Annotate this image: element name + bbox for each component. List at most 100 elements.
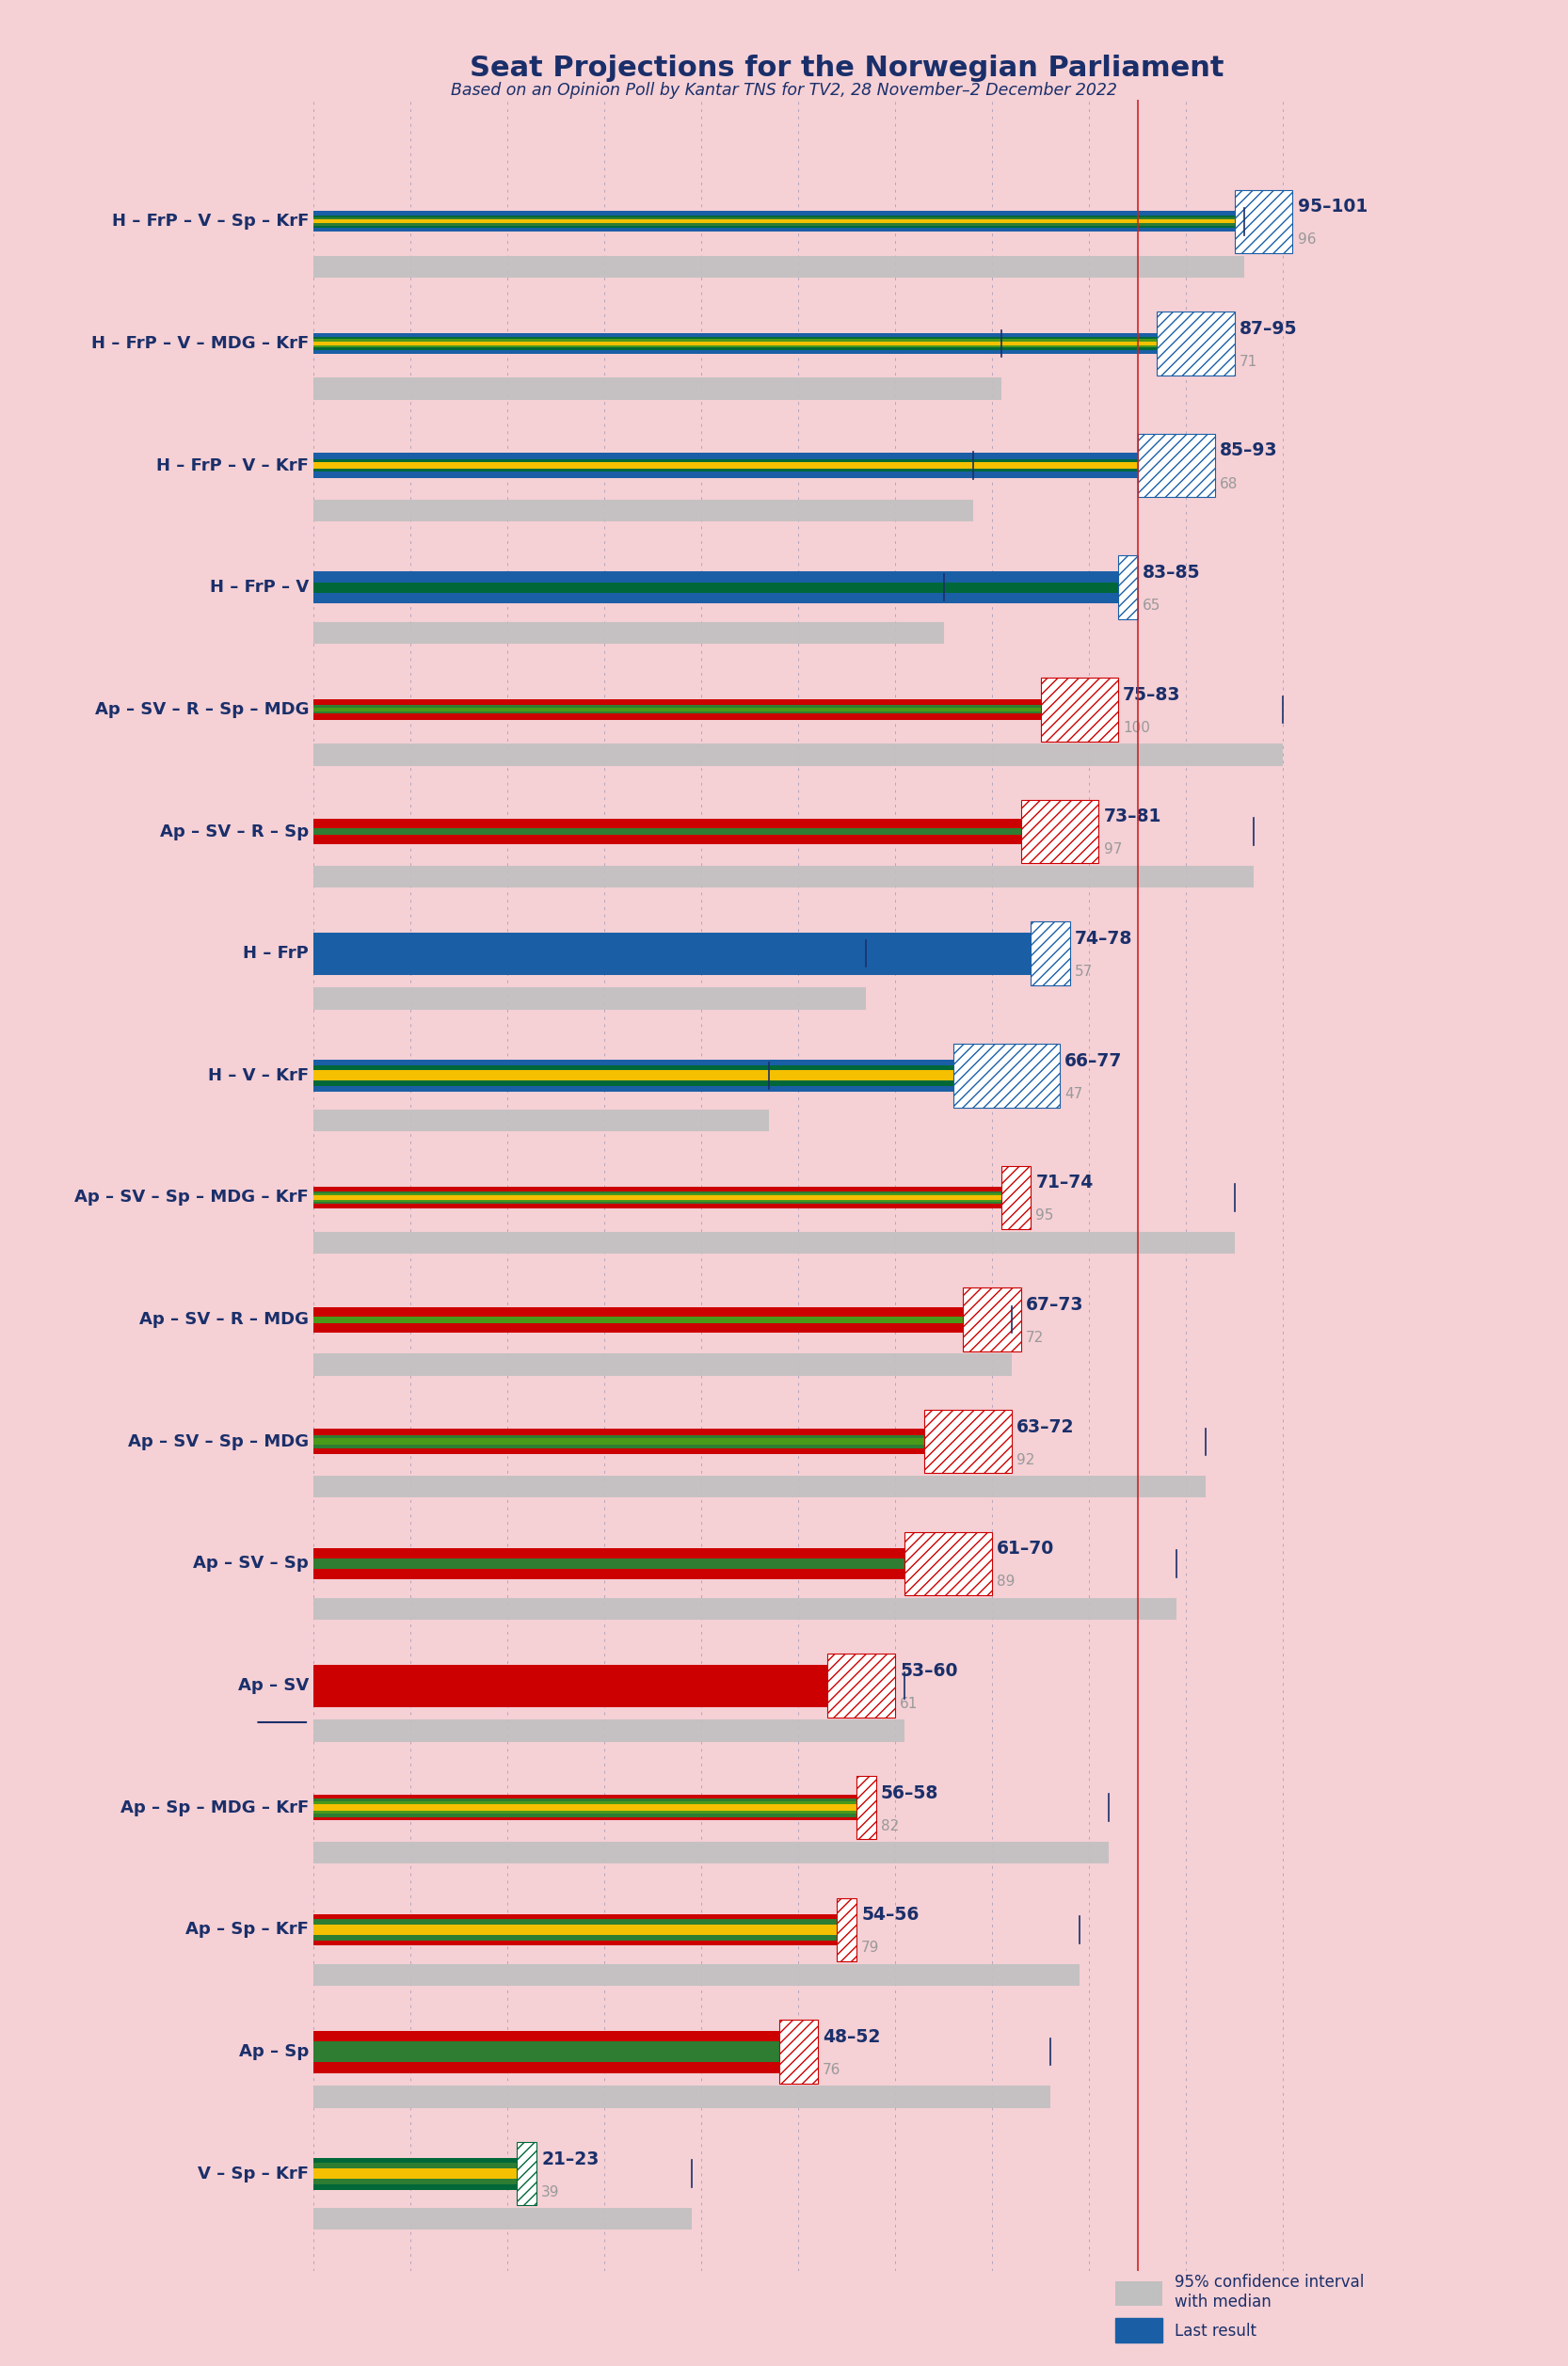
Text: Ap – SV – Sp: Ap – SV – Sp (193, 1554, 309, 1571)
Bar (314, 1841, 1109, 1864)
Bar (314, 2158, 517, 2189)
Bar (1118, 556, 1137, 620)
Bar (314, 1315, 963, 1323)
Bar (314, 944, 1030, 963)
Bar (828, 1654, 895, 1718)
Bar (314, 459, 1137, 471)
Bar (517, 2141, 536, 2205)
Bar (314, 622, 944, 644)
Bar (314, 866, 1254, 887)
Bar (314, 932, 1030, 975)
Bar (314, 1306, 963, 1332)
Bar (314, 743, 1283, 767)
Text: 61: 61 (900, 1696, 919, 1711)
Bar (314, 461, 1137, 468)
Text: 71–74: 71–74 (1036, 1174, 1093, 1192)
Text: H – FrP – V: H – FrP – V (210, 580, 309, 596)
Text: 97: 97 (1104, 842, 1121, 856)
Text: 71: 71 (1239, 355, 1258, 369)
Bar (779, 2021, 817, 2084)
Bar (837, 1898, 856, 1961)
Bar (837, 1898, 856, 1961)
Bar (314, 1188, 1002, 1209)
Bar (1137, 433, 1215, 497)
Bar (1030, 923, 1069, 984)
Bar (314, 819, 1021, 845)
Bar (314, 582, 1118, 594)
Bar (1002, 1166, 1030, 1230)
Bar (314, 1552, 905, 1573)
Bar (314, 987, 866, 1010)
Bar (314, 2087, 1051, 2108)
Text: 57: 57 (1074, 965, 1093, 980)
Bar (314, 499, 972, 521)
Text: Ap – SV: Ap – SV (238, 1677, 309, 1694)
Text: 48–52: 48–52 (823, 2028, 880, 2047)
Bar (314, 821, 1021, 840)
Text: 53–60: 53–60 (900, 1661, 958, 1680)
Bar (314, 1195, 1002, 1200)
Legend: 95% confidence interval
with median, Last result: 95% confidence interval with median, Las… (1107, 2267, 1372, 2349)
Bar (314, 1069, 953, 1081)
Text: 47: 47 (1065, 1086, 1083, 1100)
Text: Ap – Sp: Ap – Sp (238, 2044, 309, 2061)
Bar (314, 338, 1157, 348)
Bar (314, 1065, 953, 1086)
Bar (314, 379, 1002, 400)
Bar (1002, 1166, 1030, 1230)
Bar (1041, 677, 1118, 741)
Bar (1137, 433, 1215, 497)
Bar (963, 1287, 1021, 1351)
Bar (314, 220, 1234, 222)
Bar (1118, 556, 1137, 620)
Bar (953, 1043, 1060, 1107)
Text: Based on an Opinion Poll by Kantar TNS for TV2, 28 November–2 December 2022: Based on an Opinion Poll by Kantar TNS f… (452, 80, 1116, 99)
Bar (314, 256, 1243, 277)
Bar (314, 1429, 924, 1455)
Bar (314, 336, 1157, 350)
Bar (314, 1436, 924, 1448)
Bar (1041, 677, 1118, 741)
Bar (314, 698, 1041, 719)
Text: Ap – SV – Sp – MDG: Ap – SV – Sp – MDG (129, 1434, 309, 1450)
Text: H – FrP: H – FrP (243, 944, 309, 963)
Bar (314, 1110, 770, 1131)
Bar (517, 2141, 536, 2205)
Text: H – FrP – V – MDG – KrF: H – FrP – V – MDG – KrF (91, 336, 309, 353)
Text: 54–56: 54–56 (861, 1907, 919, 1924)
Text: 73–81: 73–81 (1104, 807, 1162, 826)
Bar (314, 707, 1041, 712)
Text: 65: 65 (1143, 599, 1160, 613)
Bar (314, 1798, 856, 1817)
Bar (1234, 189, 1292, 253)
Bar (1234, 189, 1292, 253)
Text: 85–93: 85–93 (1220, 442, 1278, 459)
Bar (856, 1777, 877, 1838)
Bar (1030, 923, 1069, 984)
Text: 21–23: 21–23 (541, 2151, 599, 2167)
Bar (314, 2030, 779, 2073)
Bar (314, 1597, 1176, 1621)
Text: 83–85: 83–85 (1143, 563, 1200, 582)
Text: Ap – Sp – MDG – KrF: Ap – Sp – MDG – KrF (121, 1798, 309, 1817)
Bar (1137, 433, 1215, 497)
Text: 67–73: 67–73 (1025, 1297, 1083, 1313)
Bar (314, 1431, 924, 1450)
Bar (314, 1924, 837, 1935)
Text: 61–70: 61–70 (997, 1540, 1055, 1557)
Text: 87–95: 87–95 (1239, 319, 1297, 338)
Bar (314, 1476, 1206, 1498)
Text: 79: 79 (861, 1940, 880, 1954)
Bar (314, 703, 1041, 717)
Bar (1157, 312, 1234, 376)
Text: H – FrP – V – KrF: H – FrP – V – KrF (157, 457, 309, 473)
Bar (905, 1531, 993, 1595)
Bar (779, 2021, 817, 2084)
Text: H – FrP – V – Sp – KrF: H – FrP – V – Sp – KrF (111, 213, 309, 230)
Bar (314, 1666, 828, 1706)
Bar (314, 1559, 905, 1569)
Bar (1157, 312, 1234, 376)
Bar (314, 1914, 837, 1945)
Text: 39: 39 (541, 2184, 560, 2198)
Bar (314, 215, 1234, 227)
